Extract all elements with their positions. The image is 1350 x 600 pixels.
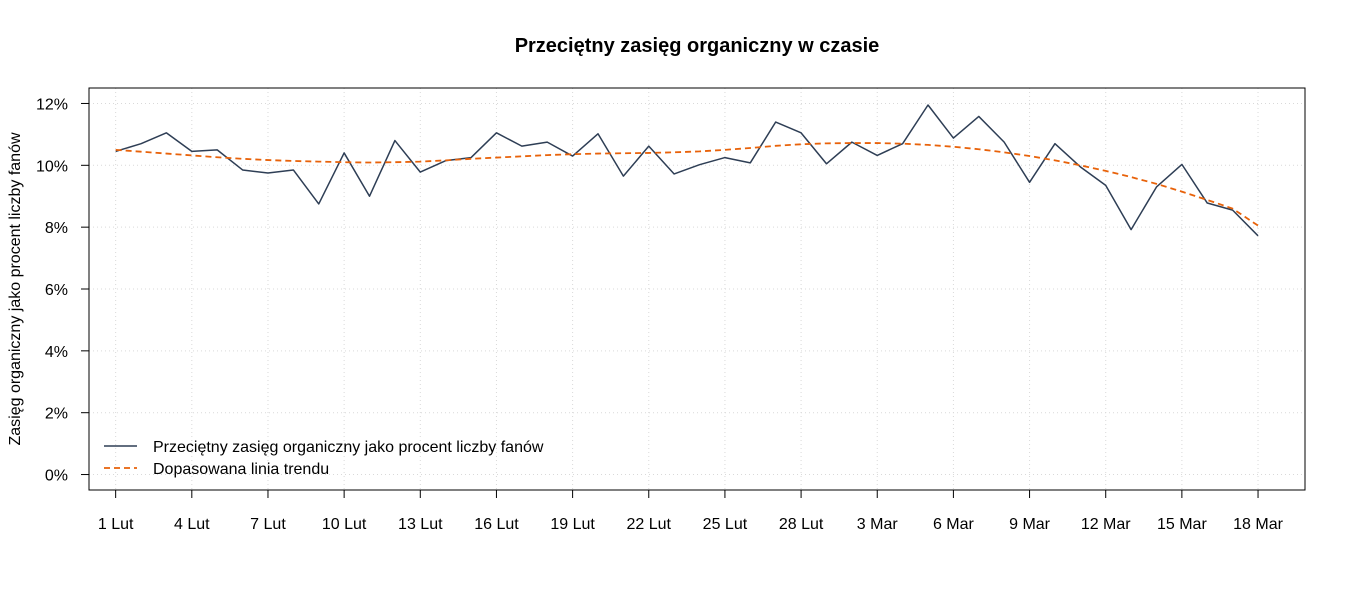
x-tick-label: 25 Lut	[703, 516, 748, 533]
series-layer	[115, 104, 1259, 237]
legend-label-series: Przeciętny zasięg organiczny jako procen…	[153, 439, 544, 456]
x-tick-label: 13 Lut	[398, 516, 443, 533]
x-tick-label: 15 Mar	[1157, 516, 1207, 533]
y-tick-label: 4%	[45, 344, 68, 361]
chart-title: Przeciętny zasięg organiczny w czasie	[515, 35, 880, 57]
x-tick-label: 3 Mar	[857, 516, 899, 533]
grid	[89, 88, 1305, 490]
x-tick-label: 12 Mar	[1081, 516, 1131, 533]
x-tick-label: 18 Mar	[1233, 516, 1283, 533]
x-tick-label: 4 Lut	[174, 516, 210, 533]
series-line-trend	[115, 142, 1259, 227]
x-tick-label: 16 Lut	[474, 516, 519, 533]
x-tick-label: 19 Lut	[550, 516, 595, 533]
y-tick-label: 0%	[45, 468, 68, 485]
x-tick-label: 9 Mar	[1009, 516, 1051, 533]
y-tick-label: 8%	[45, 220, 68, 237]
x-tick-label: 10 Lut	[322, 516, 367, 533]
x-tick-label: 7 Lut	[250, 516, 286, 533]
y-tick-label: 10%	[36, 158, 68, 175]
legend: Przeciętny zasięg organiczny jako procen…	[104, 439, 544, 478]
series-line-reach	[115, 104, 1259, 237]
x-tick-label: 1 Lut	[98, 516, 134, 533]
y-tick-label: 6%	[45, 282, 68, 299]
y-tick-label: 12%	[36, 96, 68, 113]
x-tick-label: 6 Mar	[933, 516, 975, 533]
y-axis-label: Zasięg organiczny jako procent liczby fa…	[7, 132, 24, 445]
legend-label-trend: Dopasowana linia trendu	[153, 461, 329, 478]
y-tick-label: 2%	[45, 406, 68, 423]
x-tick-label: 28 Lut	[779, 516, 824, 533]
axes: 0% 2% 4% 6% 8% 10% 12% 1 Lut 4 Lut 7 Lut 10 Lut 13 …	[36, 96, 1284, 533]
x-tick-label: 22 Lut	[627, 516, 672, 533]
